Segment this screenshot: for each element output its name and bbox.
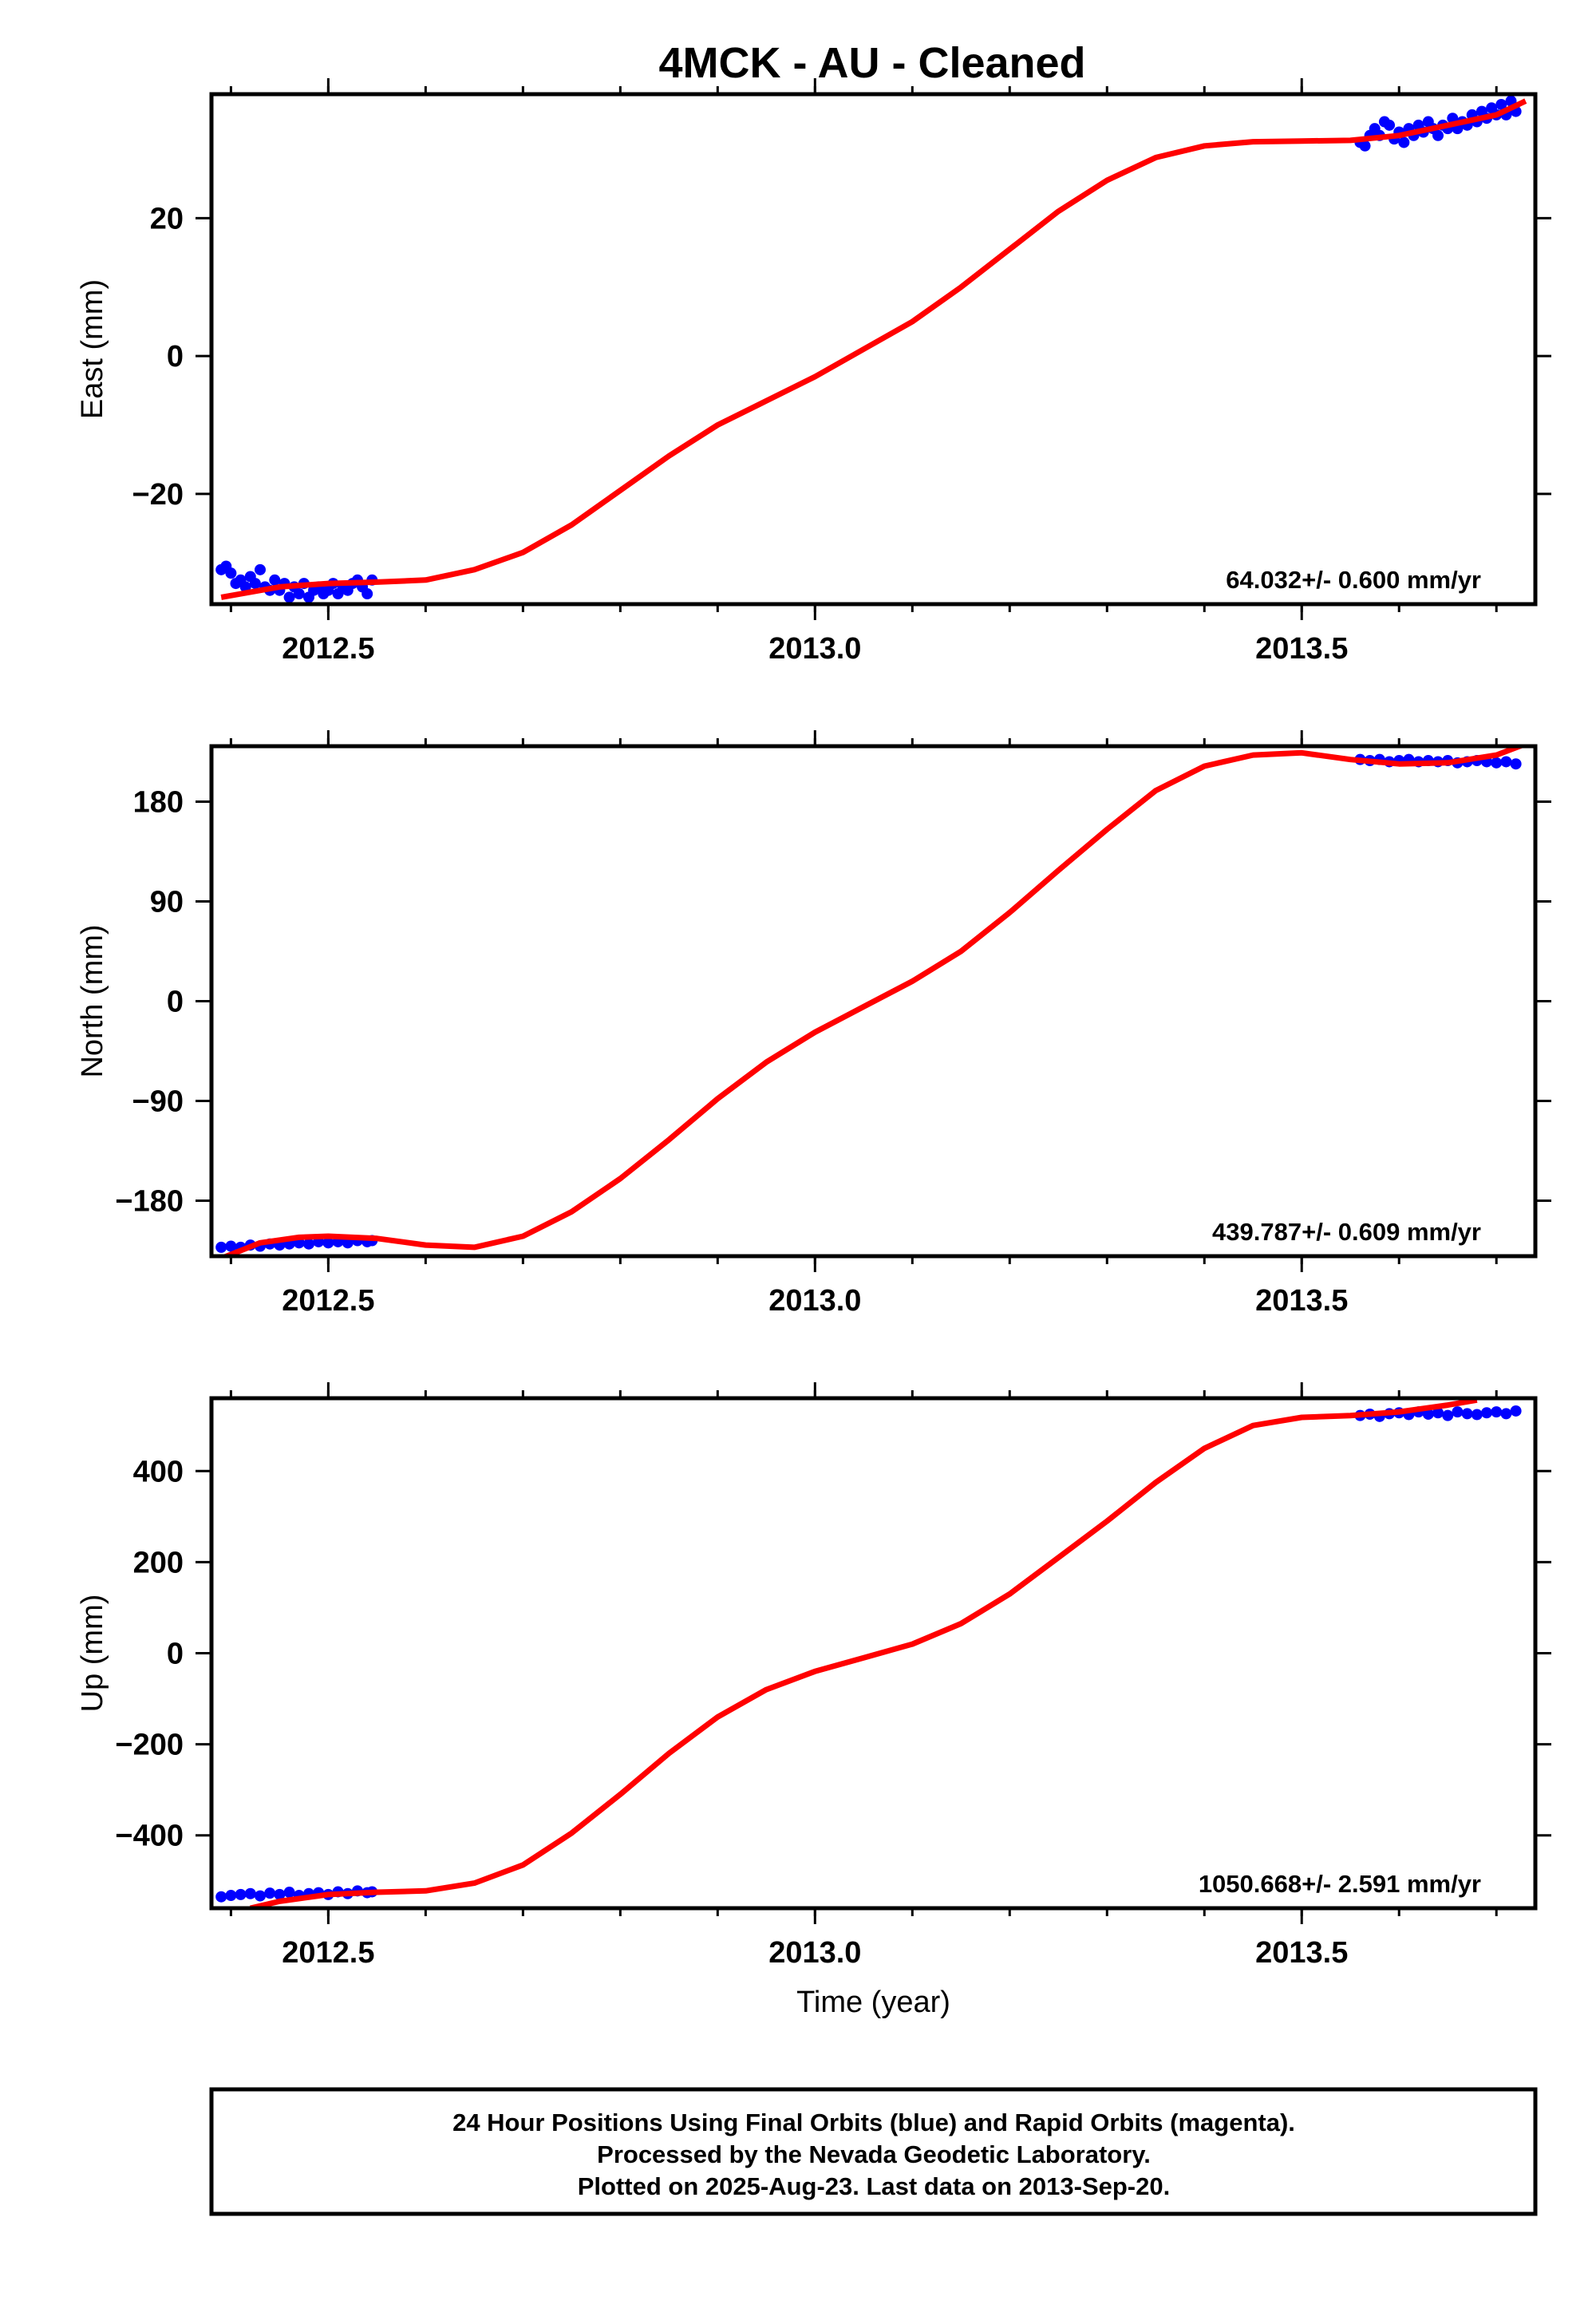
data-point [215,1891,227,1903]
data-point [1500,756,1512,768]
footer-line-3: Plotted on 2025-Aug-23. Last data on 201… [578,2172,1170,2200]
data-point [1481,1407,1493,1419]
data-point [1452,1406,1464,1418]
x-tick-label: 2012.5 [282,1936,374,1970]
y-tick-label: −20 [132,478,184,512]
y-tick-label: 0 [167,340,184,373]
panel-east: 2012.5 2013.0 2013.5 −20 0 20 64.032+/- 0.600 … [76,78,1551,666]
data-point [1398,136,1410,148]
x-tick-label: 2013.5 [1255,632,1348,666]
data-point [249,578,261,590]
y-tick-label: −90 [132,1085,184,1119]
x-tick-label: 2013.0 [768,1936,861,1970]
data-point [274,1888,286,1900]
data-point [302,1238,314,1250]
data-point [1422,1408,1434,1420]
data-point [293,588,305,600]
data-point [1510,758,1522,770]
data-point [264,1887,276,1899]
y-tick-label: −180 [115,1185,184,1219]
y-tick-label: −400 [115,1820,184,1853]
y-tick-label: −200 [115,1729,184,1762]
data-point [244,1887,256,1899]
data-point [1491,757,1503,769]
x-tick-label: 2013.0 [768,632,861,666]
x-tick-label: 2013.5 [1255,1936,1348,1970]
x-axis-title: Time (year) [796,1986,950,2019]
x-tick-label: 2013.5 [1255,1284,1348,1318]
footer-line-2: Processed by the Nevada Geodetic Laborat… [597,2140,1151,2168]
data-point [1359,140,1371,152]
footer-box [209,2087,1538,2216]
footer-line-1: 24 Hour Positions Using Final Orbits (bl… [452,2109,1295,2136]
data-point [283,1887,295,1899]
data-point [361,588,373,600]
model-curve [249,1398,1478,1908]
panel-north: 2012.5 2013.0 2013.5 −180 −90 0 90 180 439.787+/… [76,730,1551,1318]
data-point [342,1237,354,1249]
y-axis-title: North (mm) [76,924,109,1077]
data-point [225,567,237,579]
data-point [225,1240,237,1252]
plot-frame [209,744,1538,1259]
data-point [1384,119,1396,131]
x-tick-label: 2012.5 [282,632,374,666]
y-tick-label: 400 [133,1455,184,1488]
y-axis-title: Up (mm) [76,1595,109,1713]
velocity-label: 1050.668+/- 2.591 mm/yr [1199,1870,1481,1898]
data-point [1442,1409,1454,1421]
velocity-label: 439.787+/- 0.609 mm/yr [1212,1218,1481,1246]
data-point [1510,1405,1522,1417]
data-point [235,1888,247,1900]
data-point [269,574,281,586]
data-point [283,591,295,603]
plot-frame [209,1396,1538,1911]
y-tick-label: 90 [150,885,184,919]
data-point [225,1890,237,1902]
y-tick-label: 200 [133,1546,184,1579]
plot-frame [209,92,1538,607]
data-point [1432,129,1444,141]
data-point [1471,1409,1483,1421]
y-tick-label: 0 [167,986,184,1019]
data-point [215,1241,227,1253]
data-point [322,1237,334,1249]
figure-title: 4MCK - AU - Cleaned [658,39,1085,87]
y-tick-label: 180 [133,785,184,819]
x-tick-label: 2012.5 [282,1284,374,1318]
model-curve [220,98,1527,600]
x-tick-label: 2013.0 [768,1284,861,1318]
data-point [1461,1408,1473,1420]
data-point [1432,1407,1444,1419]
data-point [1495,98,1507,110]
y-tick-label: 20 [150,202,184,235]
y-axis-title: East (mm) [76,279,109,419]
panel-up: 2012.5 2013.0 2013.5 −400 −200 0 200 400 1050.66… [76,1382,1551,2019]
y-tick-label: 0 [167,1638,184,1671]
velocity-label: 64.032+/- 0.600 mm/yr [1226,566,1481,594]
data-point [1500,1408,1512,1420]
data-point [1491,1406,1503,1418]
data-point [254,563,266,575]
data-point [254,1890,266,1902]
model-curve [219,746,1527,1256]
